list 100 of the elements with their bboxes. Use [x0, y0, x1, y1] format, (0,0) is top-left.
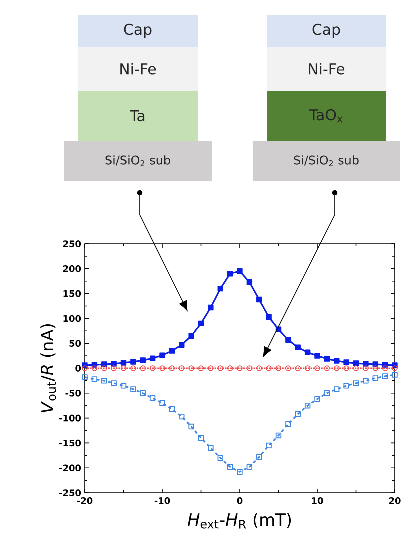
text: Ni-Fe — [309, 63, 345, 75]
point — [392, 366, 398, 372]
point — [295, 344, 302, 350]
point — [111, 380, 118, 386]
point — [140, 366, 146, 372]
point — [188, 333, 195, 339]
point — [334, 366, 340, 372]
y-axis-title: V$_{out}$/R (nA) — [40, 324, 56, 413]
point — [266, 366, 272, 372]
x-tick-label: -10 — [155, 498, 170, 504]
point — [392, 372, 398, 378]
text: Ta — [130, 110, 145, 122]
point — [266, 442, 272, 449]
y-tick-label: -250 — [60, 490, 82, 496]
point — [276, 366, 282, 372]
point — [314, 353, 321, 359]
point — [150, 396, 156, 402]
point — [363, 361, 369, 367]
point — [372, 366, 379, 372]
point — [228, 271, 234, 277]
point — [256, 366, 262, 372]
y-tick-label: -50 — [66, 390, 82, 397]
text: Cap — [124, 24, 152, 38]
point — [150, 366, 156, 372]
y-tick-label: 50 — [70, 340, 82, 347]
point — [314, 396, 321, 402]
text: Cap — [313, 24, 340, 38]
point — [324, 366, 330, 372]
point — [179, 366, 185, 372]
point — [198, 320, 204, 327]
point — [188, 424, 195, 430]
point — [121, 366, 127, 372]
x-tick-label: 10 — [312, 498, 324, 504]
point — [382, 374, 388, 380]
point — [286, 366, 292, 372]
point — [102, 378, 108, 384]
point — [305, 366, 311, 372]
point — [140, 358, 146, 364]
point — [334, 386, 340, 392]
point — [111, 366, 118, 372]
y-tick-label: 150 — [64, 290, 82, 298]
point — [82, 374, 88, 380]
x-tick-label: 0 — [238, 498, 243, 504]
point — [150, 356, 156, 362]
point — [286, 421, 292, 428]
point — [92, 366, 98, 372]
point — [363, 366, 369, 372]
point — [198, 366, 204, 372]
point — [295, 411, 302, 418]
point — [286, 337, 292, 343]
point — [237, 469, 244, 475]
point — [382, 366, 388, 372]
point — [92, 376, 98, 382]
point — [247, 366, 253, 372]
y-tick-label: -150 — [60, 440, 82, 447]
point — [305, 350, 311, 356]
point — [354, 360, 360, 366]
y-tick-label: -200 — [60, 464, 82, 472]
point — [305, 403, 311, 409]
point — [324, 390, 330, 396]
point — [130, 366, 137, 372]
point — [372, 376, 379, 382]
point — [247, 280, 253, 286]
point — [218, 286, 224, 292]
point — [218, 455, 224, 461]
point — [237, 366, 244, 372]
point — [208, 304, 214, 311]
point — [228, 464, 234, 470]
point — [344, 366, 350, 372]
x-axis-title: H$_{ext}$-H$_{R}$ (mT) — [188, 513, 292, 529]
point — [218, 366, 224, 372]
point — [354, 380, 360, 386]
y-tick-label: 100 — [64, 315, 82, 322]
point — [170, 348, 176, 354]
point — [111, 361, 118, 367]
point — [170, 406, 176, 412]
point — [256, 454, 262, 460]
point — [102, 366, 108, 372]
point — [208, 366, 214, 372]
y-tick-label: 200 — [64, 266, 82, 272]
point — [334, 358, 340, 364]
point — [363, 378, 369, 384]
point — [188, 366, 195, 372]
point — [228, 366, 234, 372]
point — [160, 400, 166, 406]
point — [160, 366, 166, 372]
point — [130, 386, 137, 392]
point — [247, 464, 253, 470]
text: Si/SiO$_{2}$ sub — [106, 156, 171, 166]
point — [170, 366, 176, 372]
point — [324, 356, 330, 362]
point — [179, 414, 185, 420]
point — [140, 390, 146, 396]
point — [208, 445, 214, 452]
point — [276, 432, 282, 439]
point — [179, 342, 185, 348]
text: Si/SiO$_{2}$ sub — [294, 156, 360, 166]
text: Ni-Fe — [120, 63, 156, 75]
point — [198, 435, 204, 442]
x-tick-label: 20 — [390, 498, 402, 504]
